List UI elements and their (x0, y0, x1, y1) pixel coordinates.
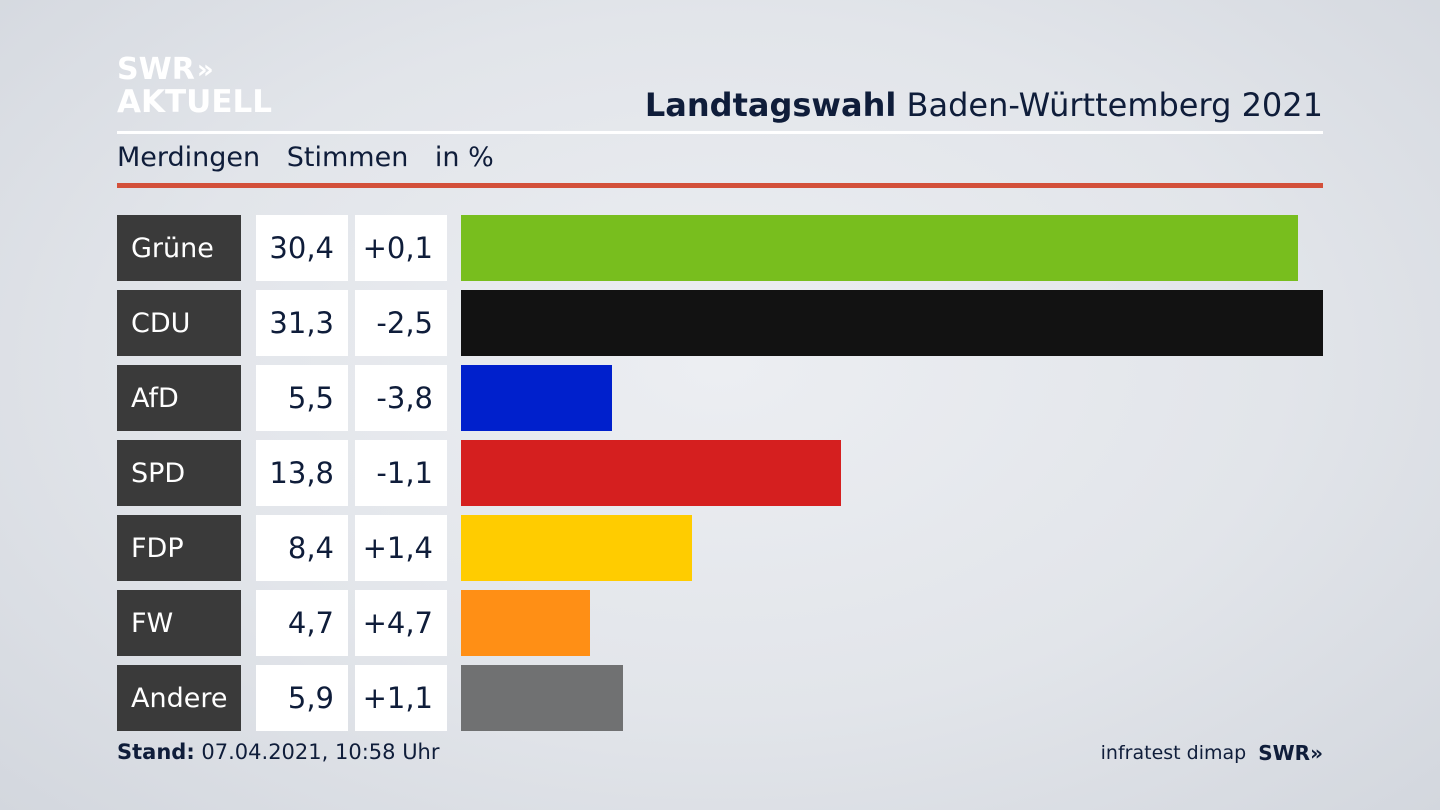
party-label: Grüne (117, 215, 241, 281)
timestamp: Stand: 07.04.2021, 10:58 Uhr (117, 740, 440, 764)
vote-share-bar (461, 665, 623, 731)
vote-change-value: +1,4 (355, 515, 447, 581)
vote-share-bar (461, 365, 612, 431)
vote-share-bar (461, 215, 1298, 281)
vote-share-value: 4,7 (256, 590, 348, 656)
subtitle-place: Merdingen (117, 142, 261, 173)
title-rest: Baden-Württemberg 2021 (906, 86, 1324, 124)
vote-change-value: -3,8 (355, 365, 447, 431)
party-label: FDP (117, 515, 241, 581)
vote-share-value: 31,3 (256, 290, 348, 356)
vote-change-value: +4,7 (355, 590, 447, 656)
chart-title: Landtagswahl Baden-Württemberg 2021 (645, 86, 1323, 124)
logo-chevron-icon: » (196, 55, 214, 85)
vote-change-value: +1,1 (355, 665, 447, 731)
result-row: AfD 5,5 -3,8 (117, 365, 1323, 431)
result-row: CDU 31,3 -2,5 (117, 290, 1323, 356)
vote-share-bar (461, 440, 841, 506)
result-row: Andere 5,9 +1,1 (117, 665, 1323, 731)
result-row: SPD 13,8 -1,1 (117, 440, 1323, 506)
vote-share-bar (461, 515, 692, 581)
source-credit: infratest dimap SWR» (1101, 741, 1323, 765)
stand-value: 07.04.2021, 10:58 Uhr (201, 740, 440, 764)
party-label: SPD (117, 440, 241, 506)
vote-share-value: 8,4 (256, 515, 348, 581)
vote-share-bar (461, 290, 1323, 356)
result-row: FW 4,7 +4,7 (117, 590, 1323, 656)
vote-change-value: +0,1 (355, 215, 447, 281)
party-label: CDU (117, 290, 241, 356)
vote-share-value: 5,9 (256, 665, 348, 731)
subtitle-unit: in % (434, 142, 494, 173)
party-label: FW (117, 590, 241, 656)
vote-share-value: 30,4 (256, 215, 348, 281)
party-label: Andere (117, 665, 241, 731)
vote-share-value: 13,8 (256, 440, 348, 506)
vote-share-bar (461, 590, 590, 656)
swr-aktuell-logo: SWR» AKTUELL (117, 52, 273, 120)
chart-subtitle: Merdingen Stimmen in % (117, 142, 512, 173)
vote-change-value: -2,5 (355, 290, 447, 356)
stand-label: Stand: (117, 740, 195, 764)
result-row: Grüne 30,4 +0,1 (117, 215, 1323, 281)
header-divider (117, 131, 1323, 134)
accent-divider (117, 183, 1323, 188)
logo-swr-text: SWR (117, 52, 195, 87)
logo-aktuell-text: AKTUELL (117, 84, 273, 120)
party-label: AfD (117, 365, 241, 431)
vote-change-value: -1,1 (355, 440, 447, 506)
title-bold: Landtagswahl (644, 86, 897, 124)
subtitle-measure: Stimmen (286, 142, 409, 173)
vote-share-value: 5,5 (256, 365, 348, 431)
source-text: infratest dimap (1100, 742, 1247, 764)
swr-small-logo: SWR» (1258, 741, 1323, 765)
result-row: FDP 8,4 +1,4 (117, 515, 1323, 581)
